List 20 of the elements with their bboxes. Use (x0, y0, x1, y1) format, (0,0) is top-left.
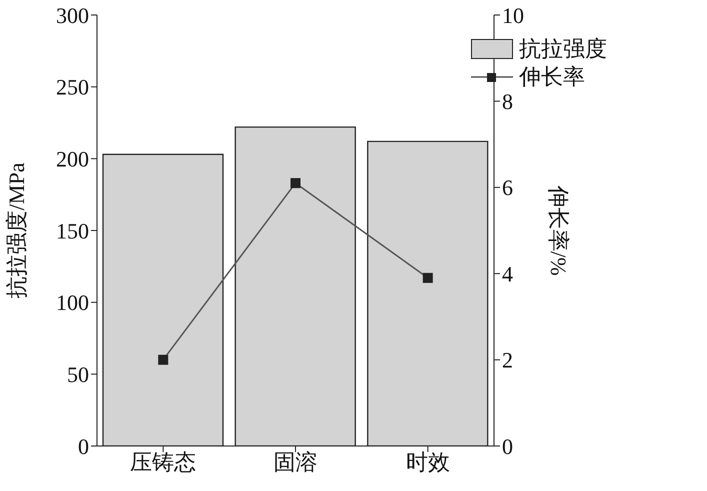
y-tick-label: 0 (78, 434, 89, 459)
y-tick-label: 300 (56, 2, 89, 28)
x-tick-label: 压铸态 (130, 450, 196, 475)
y2-tick-label: 2 (502, 348, 513, 373)
legend-label: 伸长率 (519, 63, 585, 91)
y-tick-label: 250 (56, 74, 89, 100)
y2-tick-label: 8 (502, 89, 513, 114)
y-tick-label: 100 (56, 290, 89, 316)
x-tick-label: 时效 (406, 450, 450, 475)
x-tick-label: 固溶 (274, 450, 318, 475)
legend-label: 抗拉强度 (519, 35, 607, 63)
y2-tick-label: 10 (502, 2, 524, 28)
y-tick-label: 50 (67, 362, 89, 387)
y-axis-title: 抗拉强度/MPa (4, 162, 29, 298)
y2-tick-label: 0 (502, 434, 513, 459)
y2-tick-label: 6 (502, 175, 513, 200)
y-tick-label: 150 (56, 218, 89, 244)
y-tick-label: 200 (56, 146, 89, 172)
y2-axis-title: 伸长率/% (546, 184, 572, 276)
y2-tick-label: 4 (502, 261, 513, 286)
